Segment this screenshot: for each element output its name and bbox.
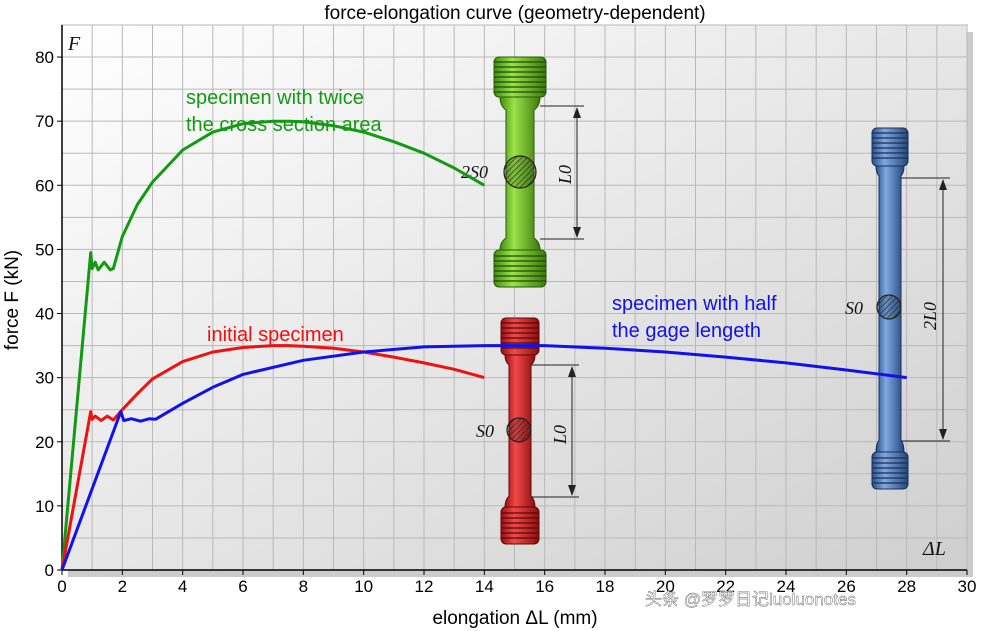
x-tick-label: 14 (475, 577, 494, 596)
blue-curve (60, 344, 907, 571)
series-annotations: specimen with twice the cross section are… (186, 87, 777, 346)
y-tick-label: 20 (35, 433, 54, 452)
x-tick-label: 20 (656, 577, 675, 596)
blue-specimen-illustration: S0 2L0 (845, 127, 950, 490)
blue-area-label: S0 (845, 298, 863, 318)
x-tick-label: 30 (958, 577, 977, 596)
red-annotation: initial specimen (207, 324, 344, 346)
x-axis-label: elongation ΔL (mm) (432, 608, 597, 629)
x-tick-label: 22 (716, 577, 735, 596)
axis-ticks: 0 2 4 6 8 10 12 14 16 18 20 22 24 26 28 300102030405060… (35, 48, 976, 596)
y-tick-label: 70 (35, 112, 54, 131)
red-area-label: S0 (476, 421, 494, 441)
blue-annotation: specimen with half the gage lengeth (612, 293, 777, 342)
y-axis-label: force F (kN) (2, 250, 23, 350)
x-tick-label: 2 (118, 577, 127, 596)
y-tick-label: 40 (35, 305, 54, 324)
x-tick-label: 28 (897, 577, 916, 596)
x-tick-label: 18 (596, 577, 615, 596)
x-tick-label: 10 (354, 577, 373, 596)
blue-length-label: 2L0 (920, 302, 940, 330)
corner-label-elongation: ΔL (922, 538, 946, 560)
green-annotation: specimen with twice the cross section are… (186, 87, 383, 136)
green-length-label: L0 (555, 165, 575, 185)
y-tick-label: 0 (45, 561, 54, 580)
x-tick-label: 0 (57, 577, 66, 596)
x-tick-label: 4 (178, 577, 187, 596)
curves (60, 119, 907, 571)
x-tick-label: 24 (777, 577, 796, 596)
watermark: 头条 @罗罗日记luoluonotes (645, 590, 856, 609)
red-length-label: L0 (550, 425, 570, 445)
x-tick-label: 26 (837, 577, 856, 596)
red-curve (60, 344, 485, 571)
x-tick-label: 8 (299, 577, 308, 596)
green-curve (60, 119, 486, 571)
y-tick-label: 30 (35, 369, 54, 388)
y-tick-label: 50 (35, 240, 54, 259)
chart-title: force-elongation curve (geometry-depende… (324, 3, 705, 24)
x-tick-label: 12 (415, 577, 434, 596)
x-tick-label: 16 (535, 577, 554, 596)
y-tick-label: 80 (35, 48, 54, 67)
y-tick-label: 10 (35, 497, 54, 516)
x-tick-label: 6 (238, 577, 247, 596)
corner-label-force: F (67, 33, 81, 55)
y-tick-label: 60 (35, 176, 54, 195)
